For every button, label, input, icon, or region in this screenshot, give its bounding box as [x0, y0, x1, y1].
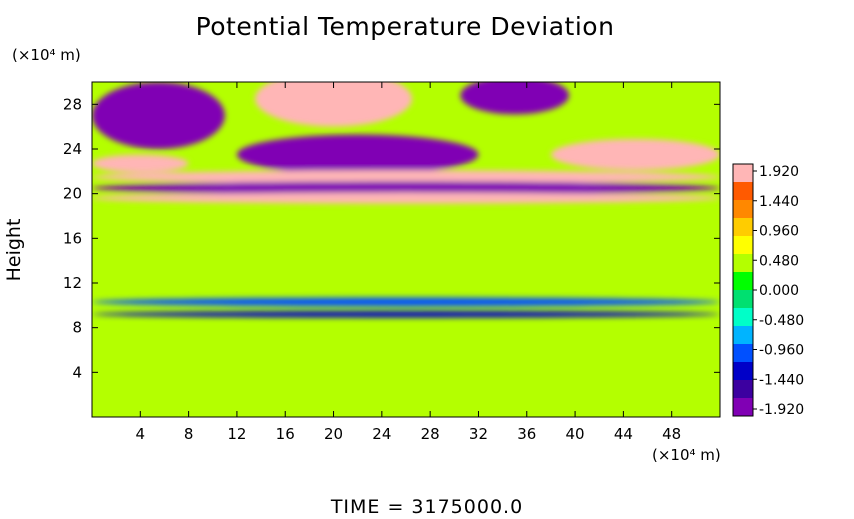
colorbar-tick-label: 0.000 [759, 283, 799, 299]
y-tick-label: 20 [63, 185, 82, 203]
x-tick-label: 12 [227, 425, 246, 443]
plot-frame [91, 81, 721, 418]
time-readout: TIME = 3175000.0 [330, 496, 524, 518]
field-feature [255, 82, 413, 127]
field-feature [92, 192, 720, 204]
x-axis: 4 8 12 16 20 24 28 32 36 40 44 48 [136, 82, 681, 443]
y-axis: 4 8 12 16 20 24 28 [63, 95, 720, 381]
x-tick-label: 48 [662, 425, 681, 443]
field-feature [92, 170, 720, 184]
colorbar-tick-label: 1.920 [759, 164, 799, 180]
x-tick-label: 28 [421, 425, 440, 443]
field-feature [92, 82, 225, 149]
colorbar: 1.920 1.440 0.960 0.480 0.000 -0.480 -0.960 -1.… [732, 163, 804, 418]
x-tick-label: 16 [276, 425, 295, 443]
x-axis-unit: (×10⁴ m) [652, 446, 721, 464]
colorbar-tick-label: -1.440 [759, 372, 804, 388]
y-tick-label: 16 [63, 229, 82, 247]
colorbar-swatch [733, 200, 753, 219]
field-feature [92, 310, 720, 318]
colorbar-swatch [733, 164, 753, 183]
colorbar-swatch [733, 326, 753, 345]
colorbar-tick-label: 1.440 [759, 194, 799, 210]
y-axis-unit: (×10⁴ m) [12, 46, 81, 64]
colorbar-swatch [733, 308, 753, 327]
x-tick-label: 44 [614, 425, 633, 443]
field-feature [92, 154, 189, 173]
colorbar-tick-label: 0.960 [759, 224, 799, 240]
colorbar-swatch [733, 362, 753, 381]
x-tick-label: 4 [136, 425, 146, 443]
field-feature [550, 138, 720, 171]
plot-area [92, 82, 720, 417]
colorbar-tick-label: -1.920 [759, 402, 804, 418]
x-tick-label: 40 [566, 425, 585, 443]
field-feature [236, 134, 479, 175]
field-feature [460, 82, 570, 115]
colorbar-swatch [733, 290, 753, 309]
field-feature [92, 181, 720, 195]
chart-title: Potential Temperature Deviation [195, 12, 615, 41]
x-tick-label: 32 [469, 425, 488, 443]
x-tick-label: 24 [372, 425, 391, 443]
colorbar-swatch [733, 398, 753, 417]
colorbar-swatch [733, 272, 753, 291]
y-tick-label: 12 [63, 274, 82, 292]
colorbar-swatch [733, 344, 753, 363]
y-tick-label: 28 [63, 95, 82, 113]
x-tick-label: 8 [184, 425, 194, 443]
colorbar-swatch [733, 182, 753, 201]
x-tick-label: 20 [324, 425, 343, 443]
y-tick-label: 4 [72, 363, 82, 381]
colorbar-tick-label: -0.480 [759, 313, 804, 329]
y-tick-label: 8 [72, 319, 82, 337]
colorbar-tick-label: 0.480 [759, 253, 799, 269]
colorbar-swatch [733, 254, 753, 273]
colorbar-tick-label: -0.960 [759, 343, 804, 359]
x-tick-label: 36 [517, 425, 536, 443]
colorbar-swatch [733, 218, 753, 237]
y-tick-label: 24 [63, 140, 82, 158]
colorbar-swatch [733, 236, 753, 255]
colorbar-swatch [733, 380, 753, 399]
field-feature [92, 297, 720, 307]
